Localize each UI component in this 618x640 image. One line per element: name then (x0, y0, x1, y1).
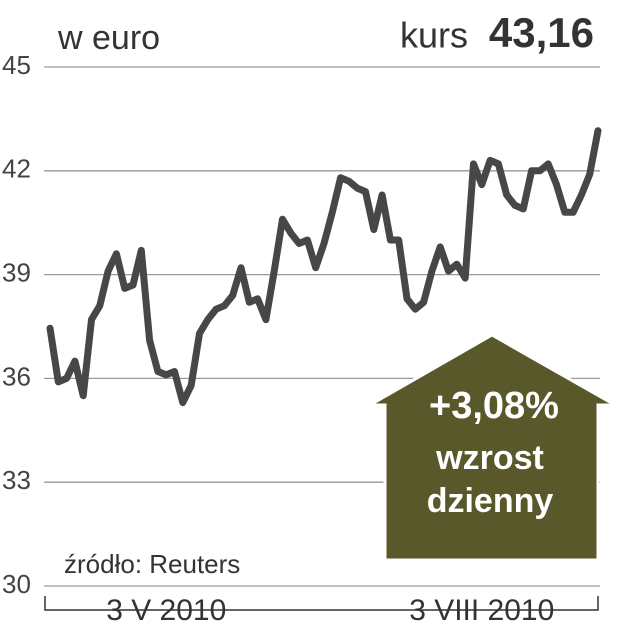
price-label: kurs (400, 15, 468, 56)
line (46, 127, 602, 407)
y-tick-label: 30 (2, 569, 31, 599)
price-value: 43,16 (489, 9, 594, 56)
source: źródło: Reuters (64, 549, 240, 579)
x-axis-bracket (44, 596, 599, 611)
chart-title: w euro (57, 19, 160, 57)
badge-change: +3,08% (429, 385, 559, 427)
y-tick-label: 36 (2, 361, 31, 391)
y-tick-label: 33 (2, 465, 31, 495)
badge-line1: wzrost (435, 439, 544, 477)
y-tick-label: 45 (2, 50, 31, 80)
y-tick-label: 42 (2, 154, 31, 184)
badge-line2: dzienny (427, 482, 554, 520)
y-tick-label: 39 (2, 257, 31, 287)
badge-arrow (364, 333, 618, 562)
